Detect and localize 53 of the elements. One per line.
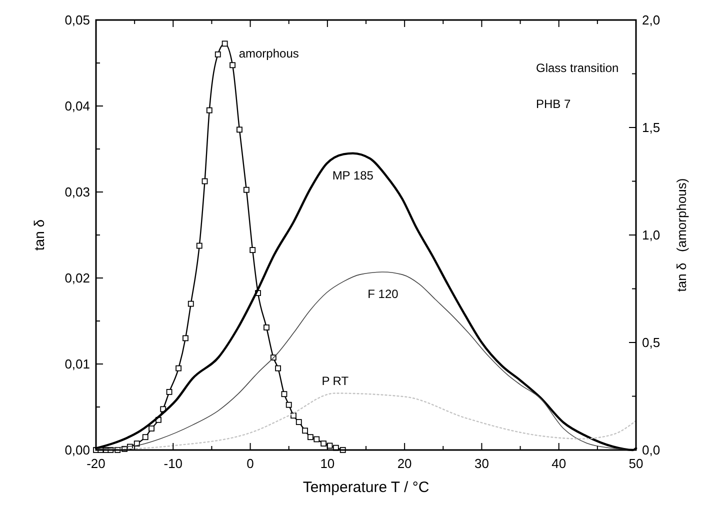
point (166, 389, 172, 395)
point (286, 402, 292, 408)
point (320, 440, 327, 446)
x-tick-label: -10 (164, 456, 183, 471)
point (230, 62, 236, 68)
y-tick-label: 0,02 (64, 270, 90, 286)
x-axis-title: Temperature T / °C (302, 479, 430, 496)
point (243, 186, 250, 193)
point (264, 324, 270, 330)
series-label: F 120 (368, 286, 399, 301)
y-tick-label: 0,05 (64, 12, 90, 28)
point (236, 126, 242, 133)
series-label: P RT (322, 374, 350, 388)
series-label: MP 185 (332, 168, 374, 182)
point (214, 51, 221, 58)
y2-tick-label: 0,0 (642, 442, 660, 458)
point (196, 242, 202, 249)
annotation: Glass transition (536, 61, 619, 75)
y2-axis-title: tan δ (amorphous) (674, 178, 689, 292)
point (314, 436, 320, 442)
x-tick-label: 50 (628, 456, 644, 471)
point (281, 391, 288, 398)
x-tick-label: 20 (397, 456, 412, 471)
annotation: PHB 7 (536, 97, 572, 111)
y2-tick-label: 1,0 (642, 228, 660, 242)
point (142, 434, 148, 440)
y-axis-title: tan δ (31, 219, 47, 251)
point (296, 419, 302, 425)
point (250, 247, 256, 253)
point (176, 365, 182, 372)
point (275, 365, 282, 372)
point (206, 107, 212, 114)
x-tick-label: 0 (246, 456, 254, 471)
x-tick-label: 40 (552, 456, 566, 471)
y2-tick-label: 0,5 (642, 335, 660, 350)
x-tick-label: 30 (474, 456, 489, 471)
point (160, 406, 166, 412)
y2-tick-label: 2,0 (642, 12, 660, 28)
point (222, 40, 228, 47)
point (148, 426, 154, 432)
point (188, 300, 194, 307)
x-tick-label: -20 (86, 456, 106, 471)
point (290, 412, 296, 419)
y-tick-label: 0,04 (64, 98, 90, 114)
x-tick-label: 10 (320, 456, 335, 471)
y-tick-label: 0,03 (64, 184, 90, 200)
series-label: amorphous (238, 46, 299, 61)
point (182, 335, 188, 342)
y2-tick-label: 1,5 (642, 120, 660, 135)
y-tick-label: 0,00 (64, 442, 90, 458)
point (308, 434, 314, 440)
point (302, 428, 308, 434)
y-tick-label: 0,01 (64, 356, 90, 372)
